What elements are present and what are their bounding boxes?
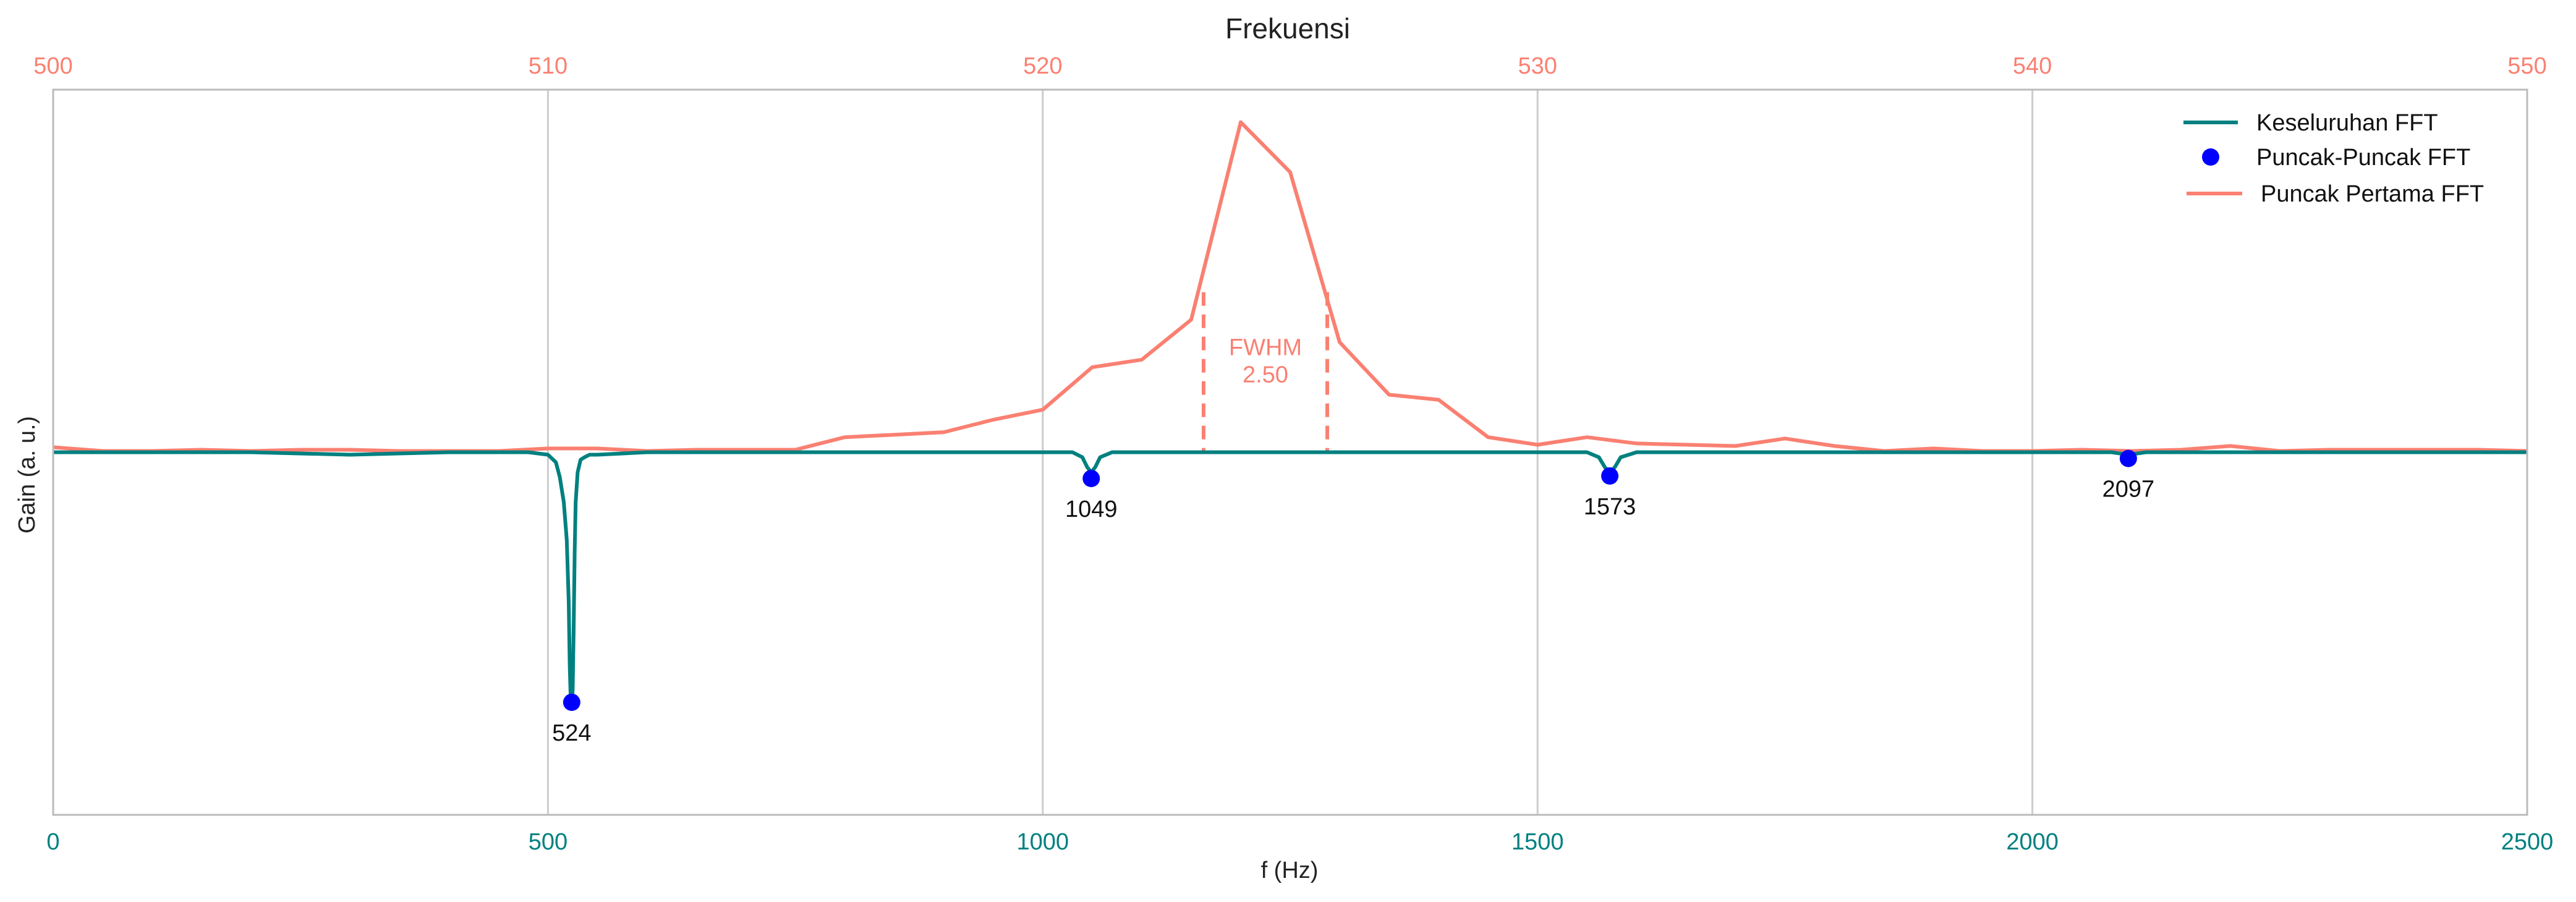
- top-axis-ticks: 500 510 520 530 540 550: [33, 53, 2546, 79]
- peak-markers: 524 1049 1573 2097: [552, 449, 2155, 746]
- peak-marker: [563, 693, 580, 711]
- peak-label: 524: [552, 720, 591, 746]
- peak-label: 1049: [1065, 496, 1118, 522]
- x-tick-label-bottom: 500: [529, 829, 567, 855]
- legend-swatch-peaks: [2202, 148, 2219, 166]
- x-tick-label-bottom: 1500: [1511, 829, 1564, 855]
- legend-label-peaks: Puncak-Puncak FFT: [2256, 145, 2470, 171]
- fwhm-annotation: FWHM 2.50: [1201, 292, 1330, 453]
- peak-marker: [2119, 449, 2137, 467]
- peak-marker: [1601, 467, 1619, 485]
- peak-label: 2097: [2102, 477, 2155, 503]
- fwhm-value: 2.50: [1243, 362, 1288, 388]
- x-tick-label-top: 540: [2013, 53, 2052, 79]
- x-tick-label-bottom: 2000: [2006, 829, 2059, 855]
- x-tick-label-bottom: 1000: [1017, 829, 1069, 855]
- peak-label: 1573: [1584, 494, 1636, 520]
- overall-fft-line: [53, 450, 2527, 704]
- bottom-axis-ticks: 0 500 1000 1500 2000 2500: [46, 829, 2553, 855]
- legend: Keseluruhan FFT Puncak-Puncak FFT Puncak…: [2183, 110, 2484, 207]
- legend-label-first-peak: Puncak Pertama FFT: [2261, 181, 2484, 207]
- x-tick-label-top: 500: [33, 53, 72, 79]
- plot-frame: [52, 88, 2528, 816]
- x-tick-label-top: 510: [529, 53, 567, 79]
- x-tick-label-bottom: 2500: [2501, 829, 2554, 855]
- x-tick-label-top: 550: [2507, 53, 2546, 79]
- legend-label-overall: Keseluruhan FFT: [2256, 110, 2438, 136]
- chart-title: Frekuensi: [1225, 12, 1350, 45]
- x-tick-label-top: 520: [1023, 53, 1062, 79]
- fwhm-label: FWHM: [1229, 335, 1302, 361]
- x-tick-label-top: 530: [1518, 53, 1557, 79]
- x-axis-label: f (Hz): [1261, 857, 1319, 883]
- y-axis-label: Gain (a. u.): [14, 416, 40, 534]
- series-layer: FWHM 2.50 524 1049 1573 2097: [53, 120, 2528, 746]
- x-tick-label-bottom: 0: [46, 829, 59, 855]
- peak-marker: [1082, 469, 1100, 487]
